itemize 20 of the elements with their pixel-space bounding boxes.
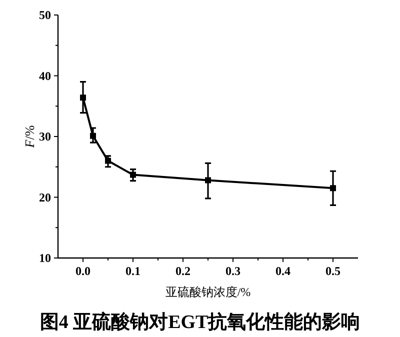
x-tick-label: 0.5 <box>326 264 340 278</box>
point <box>80 94 86 101</box>
y-tick-label: 10 <box>39 251 51 265</box>
text: 图4 亚硫酸钠对EGT抗氧化性能的影响 <box>40 311 360 333</box>
y-tick-label: 20 <box>39 190 51 204</box>
point <box>330 185 336 192</box>
point <box>105 158 111 164</box>
y-tick-label: 40 <box>39 68 51 83</box>
x-tick-label: 0.3 <box>226 264 240 278</box>
point <box>205 177 211 184</box>
point <box>90 132 96 139</box>
x-tick-label: 0.0 <box>76 264 90 278</box>
x-tick-label: 0.2 <box>176 264 190 278</box>
point <box>130 172 136 178</box>
y-tick-label: 50 <box>39 8 51 22</box>
y-tick-label: 30 <box>39 130 51 144</box>
x-tick-label: 0.4 <box>276 264 290 278</box>
x-axis-title: 亚硫酸钠浓度/% <box>165 285 251 299</box>
x-tick-label: 0.1 <box>126 264 140 278</box>
y-axis-title: F/% <box>22 125 37 149</box>
